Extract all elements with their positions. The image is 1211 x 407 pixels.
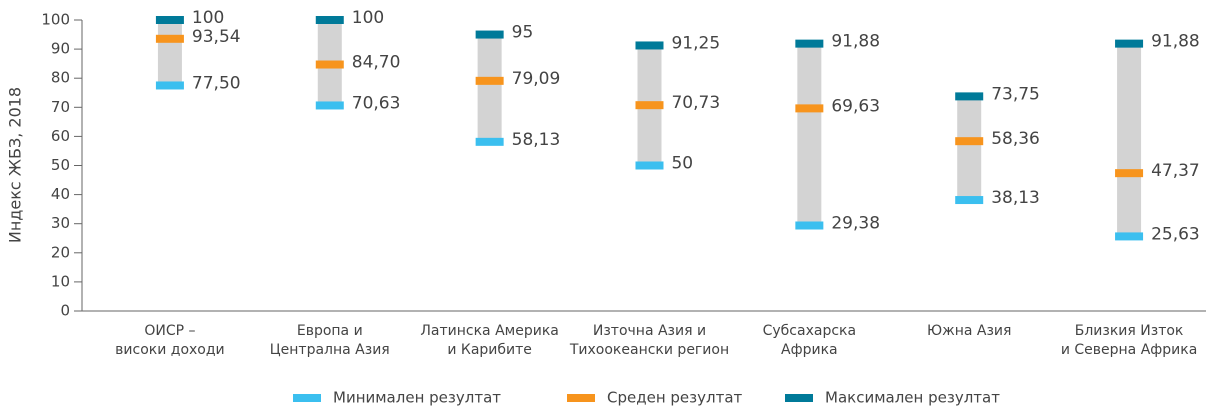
legend-label: Минимален резултат xyxy=(333,389,501,407)
y-tick-label: 50 xyxy=(51,156,70,174)
marker xyxy=(635,41,664,50)
marker xyxy=(635,101,664,110)
marker xyxy=(1115,232,1144,241)
range-bar xyxy=(477,34,502,142)
value-label: 47,37 xyxy=(1151,161,1200,181)
x-tick-label: Източна Азия и xyxy=(593,323,706,339)
y-tick-label: 20 xyxy=(51,243,70,261)
marker xyxy=(315,101,344,110)
marker xyxy=(955,92,984,101)
value-label: 77,50 xyxy=(192,73,241,93)
value-label: 100 xyxy=(352,8,384,28)
marker xyxy=(315,60,344,69)
value-label: 91,88 xyxy=(1151,32,1200,52)
x-tick-label: ОИСР – xyxy=(144,323,195,339)
y-tick-label: 100 xyxy=(41,11,70,29)
value-label: 58,13 xyxy=(512,130,561,150)
range-bar xyxy=(1117,43,1142,237)
value-label: 25,63 xyxy=(1151,224,1200,244)
legend-label: Среден резултат xyxy=(607,389,743,407)
value-label: 58,36 xyxy=(991,129,1040,149)
x-tick-label: Латинска Америка xyxy=(420,323,558,339)
value-label: 50 xyxy=(671,154,693,174)
value-label: 79,09 xyxy=(512,69,561,89)
marker xyxy=(635,161,664,170)
marker xyxy=(475,76,504,85)
range-bar xyxy=(957,96,982,201)
legend-label: Максимален резултат xyxy=(825,389,1000,407)
x-tick-label: Тихоокеански регион xyxy=(569,342,729,358)
marker xyxy=(955,196,984,205)
marker xyxy=(475,137,504,146)
value-label: 38,13 xyxy=(991,188,1040,208)
x-tick-label: Европа и xyxy=(297,323,363,339)
y-axis-label: Индекс ЖБЗ, 2018 xyxy=(6,87,25,243)
x-tick-label: Африка xyxy=(781,342,838,358)
marker xyxy=(1115,39,1144,48)
value-label: 84,70 xyxy=(352,53,401,73)
y-tick-label: 70 xyxy=(51,98,70,116)
marker xyxy=(795,39,824,48)
y-tick-label: 60 xyxy=(51,127,70,145)
value-label: 29,38 xyxy=(831,214,880,234)
x-tick-label: Субсахарска xyxy=(763,323,856,339)
value-label: 93,54 xyxy=(192,27,241,47)
y-tick-label: 10 xyxy=(51,272,70,290)
marker xyxy=(155,34,184,43)
y-tick-label: 0 xyxy=(60,302,70,320)
x-tick-label: Близкия Изток xyxy=(1075,323,1184,339)
value-label: 91,25 xyxy=(671,33,720,53)
marker xyxy=(155,16,184,24)
legend-swatch xyxy=(293,394,321,402)
value-label: 70,63 xyxy=(352,93,401,113)
value-label: 91,88 xyxy=(831,32,880,52)
y-tick-label: 30 xyxy=(51,214,70,232)
marker xyxy=(1115,169,1144,178)
marker xyxy=(795,104,824,113)
y-tick-label: 80 xyxy=(51,69,70,87)
range-bar xyxy=(797,43,822,226)
x-tick-label: Централна Азия xyxy=(270,342,390,358)
value-label: 73,75 xyxy=(991,84,1040,104)
x-tick-label: и Северна Африка xyxy=(1061,342,1197,358)
legend-swatch xyxy=(567,394,595,402)
x-tick-label: високи доходи xyxy=(115,342,225,358)
marker xyxy=(795,221,824,230)
y-tick-label: 90 xyxy=(51,40,70,58)
value-label: 95 xyxy=(512,23,534,43)
range-bar xyxy=(157,20,182,86)
marker xyxy=(315,16,344,24)
marker xyxy=(475,30,504,39)
x-tick-label: Южна Азия xyxy=(927,323,1011,339)
marker xyxy=(955,137,984,146)
marker xyxy=(155,81,184,90)
legend-swatch xyxy=(785,394,813,402)
value-label: 69,63 xyxy=(831,96,880,116)
value-label: 100 xyxy=(192,8,224,28)
x-tick-label: и Карибите xyxy=(447,342,532,358)
y-tick-label: 40 xyxy=(51,185,70,203)
value-label: 70,73 xyxy=(671,93,720,113)
